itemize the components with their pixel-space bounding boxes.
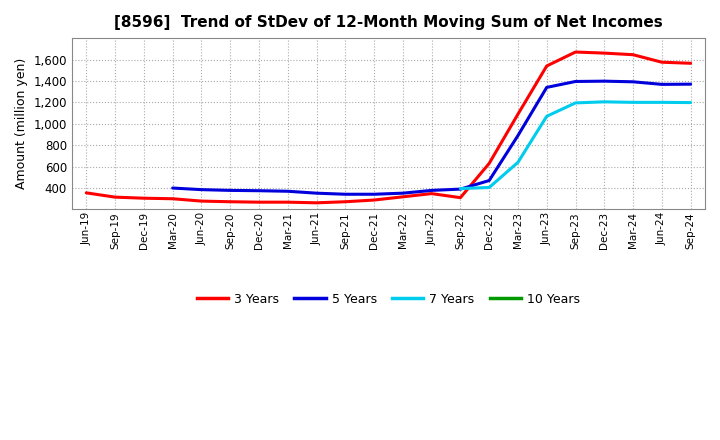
Legend: 3 Years, 5 Years, 7 Years, 10 Years: 3 Years, 5 Years, 7 Years, 10 Years (192, 288, 585, 311)
Title: [8596]  Trend of StDev of 12-Month Moving Sum of Net Incomes: [8596] Trend of StDev of 12-Month Moving… (114, 15, 663, 30)
Y-axis label: Amount (million yen): Amount (million yen) (15, 58, 28, 189)
